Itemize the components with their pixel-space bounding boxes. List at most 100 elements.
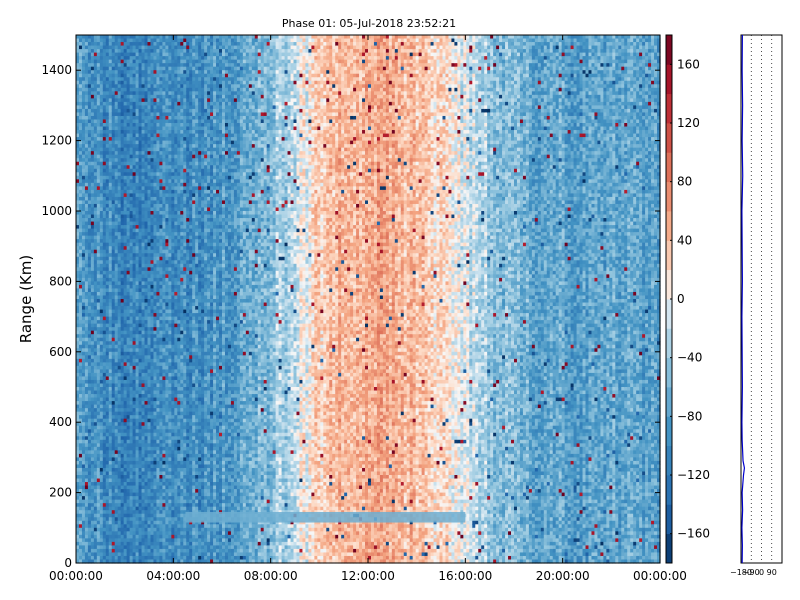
heatmap-cell [96, 80, 101, 85]
heatmap-cell [126, 175, 131, 180]
heatmap-cell [90, 193, 95, 198]
heatmap-cell [129, 489, 134, 494]
heatmap-cell [114, 35, 119, 40]
heatmap-cell [90, 200, 95, 205]
heatmap-cell [96, 387, 101, 392]
heatmap-cell [76, 59, 80, 64]
heatmap-cell [120, 404, 125, 409]
heatmap-cell [117, 379, 122, 385]
heatmap-cell [129, 70, 134, 75]
heatmap-cell [81, 256, 86, 261]
heatmap-cell [102, 320, 107, 325]
heatmap-cell [93, 552, 98, 557]
heatmap-cell [102, 200, 107, 205]
heatmap-cell [93, 295, 98, 300]
heatmap-cell [102, 348, 107, 353]
heatmap-cell [123, 115, 128, 121]
heatmap-cell [129, 80, 134, 85]
heatmap-cell [84, 460, 89, 466]
heatmap-cell [78, 376, 83, 381]
heatmap-cell [126, 45, 131, 50]
heatmap-cell [78, 221, 83, 226]
heatmap-cell [123, 404, 128, 409]
heatmap-cell [135, 147, 140, 152]
heatmap-cell [120, 59, 125, 64]
heatmap-cell [126, 263, 131, 268]
heatmap-cell [123, 207, 128, 212]
heatmap-cell [132, 443, 137, 448]
heatmap-cell [81, 101, 86, 106]
heatmap-cell [93, 260, 98, 265]
heatmap-cell [90, 520, 95, 525]
heatmap-cell [78, 200, 83, 205]
heatmap-cell [111, 249, 116, 254]
heatmap-cell [129, 108, 134, 114]
heatmap-cell [81, 390, 86, 395]
heatmap-cell [102, 211, 107, 216]
heatmap-cell [123, 154, 128, 159]
heatmap-cell [114, 232, 119, 237]
heatmap-cell [99, 239, 104, 244]
heatmap-cell [84, 277, 89, 282]
heatmap-cell [114, 182, 119, 187]
heatmap-cell [132, 372, 137, 378]
heatmap-cell [114, 436, 119, 441]
heatmap-cell [108, 464, 113, 469]
heatmap-cell [117, 235, 122, 240]
heatmap-cell [123, 200, 128, 205]
heatmap-cell [87, 207, 92, 212]
heatmap-cell [93, 446, 98, 451]
heatmap-cell [90, 464, 95, 469]
heatmap-cell [105, 144, 110, 149]
heatmap-cell [81, 246, 86, 251]
heatmap-cell [84, 91, 89, 96]
heatmap-cell [76, 239, 80, 244]
heatmap-cell [111, 411, 116, 416]
heatmap-cell [108, 365, 113, 370]
heatmap-cell [87, 552, 92, 557]
heatmap-cell [114, 130, 119, 135]
heatmap-cell [87, 524, 92, 529]
heatmap-cell [84, 80, 89, 85]
heatmap-cell [126, 471, 131, 476]
heatmap-cell [87, 172, 92, 177]
heatmap-cell [76, 475, 80, 480]
heatmap-cell [76, 460, 80, 466]
heatmap-cell [93, 182, 98, 187]
heatmap-cell [90, 49, 95, 54]
heatmap-cell [126, 144, 131, 149]
heatmap-cell [111, 203, 116, 209]
heatmap-cell [84, 284, 89, 290]
heatmap-cell [87, 288, 92, 293]
heatmap-cell [120, 147, 125, 152]
heatmap-cell [78, 369, 83, 374]
heatmap-cell [123, 401, 128, 406]
heatmap-cell [129, 323, 134, 328]
heatmap-cell [76, 274, 80, 279]
heatmap-cell [123, 552, 128, 557]
heatmap-cell [93, 200, 98, 205]
heatmap-cell [87, 80, 92, 85]
heatmap-cell [87, 295, 92, 300]
heatmap-cell [117, 200, 122, 205]
heatmap-cell [114, 73, 119, 78]
heatmap-cell [120, 281, 125, 286]
heatmap-cell [81, 77, 86, 82]
heatmap-cell [114, 552, 119, 557]
heatmap-cell [117, 559, 122, 564]
heatmap-cell [90, 302, 95, 307]
heatmap-cell [99, 379, 104, 385]
heatmap-cell [84, 471, 89, 476]
heatmap-cell [93, 390, 98, 395]
heatmap-cell [81, 415, 86, 420]
heatmap-cell [105, 87, 110, 92]
heatmap-cell [108, 390, 113, 395]
heatmap-cell [132, 524, 137, 529]
heatmap-cell [102, 225, 107, 230]
heatmap-cell [108, 559, 113, 564]
heatmap-cell [93, 284, 98, 290]
heatmap-cell [120, 87, 125, 92]
heatmap-cell [76, 123, 80, 128]
heatmap-cell [99, 408, 104, 413]
heatmap-cell [132, 422, 137, 427]
